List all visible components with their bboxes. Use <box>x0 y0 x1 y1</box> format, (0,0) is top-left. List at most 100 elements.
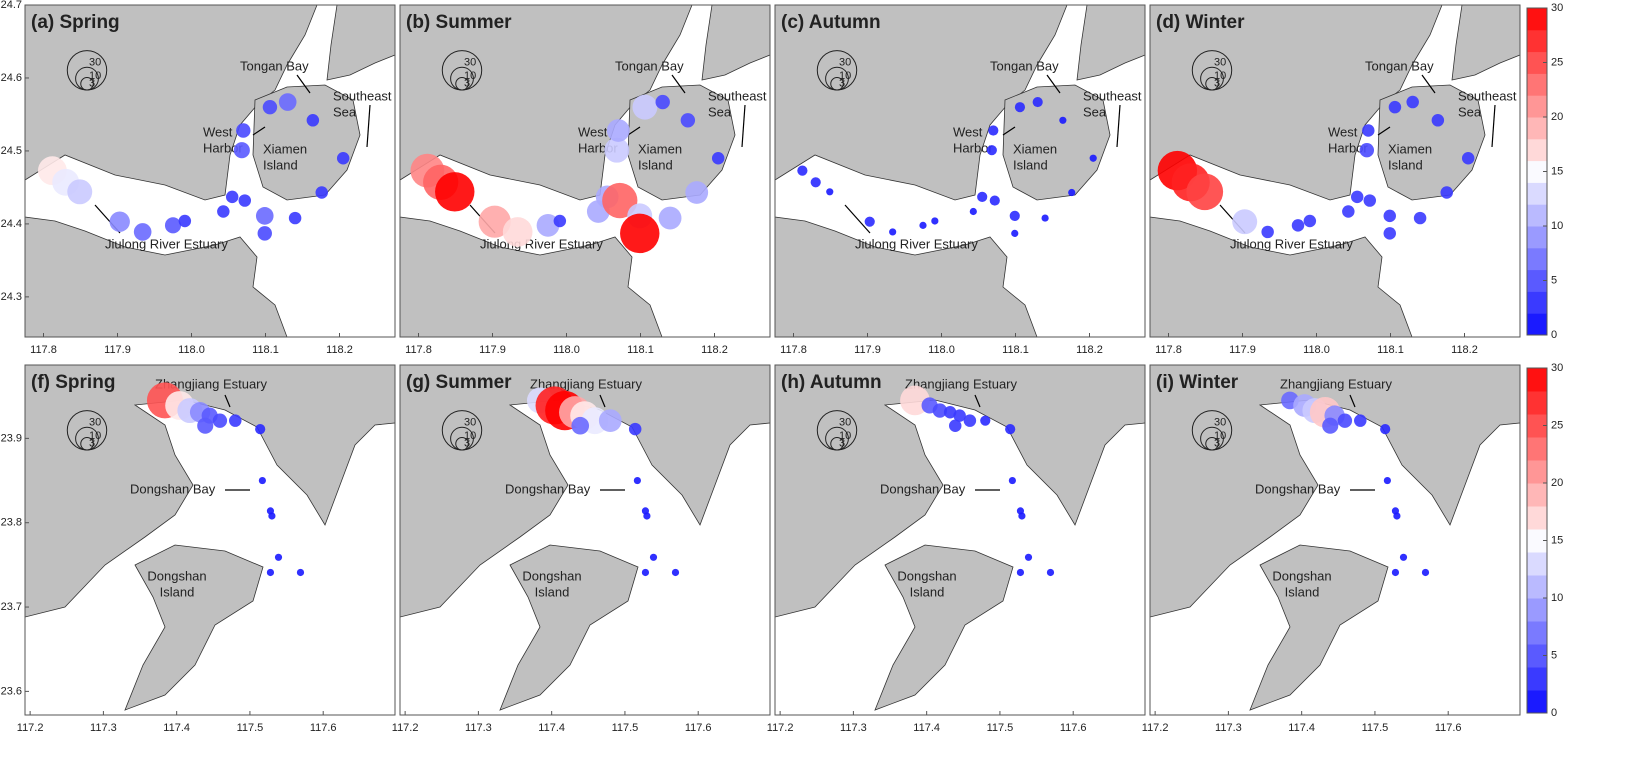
size-legend-label: 30 <box>89 56 101 68</box>
station <box>604 137 630 163</box>
place-label: West <box>953 124 983 139</box>
y-tick-label: 24.5 <box>1 145 22 157</box>
label-arrow <box>844 204 871 234</box>
x-tick-label: 117.9 <box>1229 344 1256 356</box>
x-tick-label: 118.0 <box>553 344 580 356</box>
station <box>606 119 630 142</box>
station <box>1059 116 1067 124</box>
map-panel: (f) Spring 310 30 Zhangjiang Estuary Dongsha… <box>24 364 396 716</box>
label-arrow <box>671 74 686 94</box>
y-tick-label: 23.6 <box>1 685 22 697</box>
size-legend-label: 10 <box>839 430 851 442</box>
x-tick-label: 117.2 <box>1142 722 1169 734</box>
place-label: West <box>1328 124 1358 139</box>
station <box>478 205 511 238</box>
station <box>1032 96 1043 108</box>
y-tick-label: 24.6 <box>1 72 22 84</box>
panel-title: (g) Summer <box>406 372 512 393</box>
label-arrow <box>252 126 266 136</box>
station <box>1461 151 1475 165</box>
station <box>864 216 875 227</box>
size-legend-circle <box>441 410 483 451</box>
x-tick-label: 117.2 <box>392 722 419 734</box>
station <box>1089 154 1097 162</box>
island <box>499 544 639 711</box>
y-tick-label: 24.7 <box>1 0 22 11</box>
place-label: Sea <box>708 104 732 119</box>
place-label: Jiulong River Estuary <box>105 236 228 251</box>
station <box>266 568 275 577</box>
place-label: Dongshan Bay <box>505 481 591 496</box>
x-tick-label: 118.0 <box>928 344 955 356</box>
station <box>943 405 957 419</box>
station <box>1383 227 1396 240</box>
station <box>949 419 962 432</box>
station <box>1041 214 1049 222</box>
colorbar-tick-label: 5 <box>1551 274 1557 286</box>
station <box>1011 229 1019 237</box>
size-legend-label: 3 <box>89 437 95 449</box>
place-label: Dongshan Bay <box>130 481 216 496</box>
size-legend-label: 30 <box>839 416 851 428</box>
label-arrow <box>224 394 231 408</box>
place-label: Xiamen <box>1388 141 1432 156</box>
station <box>1322 417 1339 434</box>
station <box>255 424 266 435</box>
station <box>571 416 590 435</box>
x-tick-label: 117.9 <box>479 344 506 356</box>
station <box>1354 414 1367 427</box>
island <box>874 544 1014 711</box>
place-label: Tongan Bay <box>990 58 1059 73</box>
place-label: Zhangjiang Estuary <box>155 376 268 391</box>
station <box>288 211 302 225</box>
x-tick-label: 117.3 <box>840 722 867 734</box>
colorbar-tick-label: 15 <box>1551 534 1563 546</box>
place-label: Southeast <box>708 88 767 103</box>
station <box>797 165 808 176</box>
map-panel: (i) Winter 310 30 Zhangjiang Estuary Dongsha… <box>1149 364 1521 716</box>
station <box>236 123 251 138</box>
colorbar-band <box>1527 291 1547 314</box>
colorbar-band <box>1527 368 1547 392</box>
station <box>257 226 272 241</box>
place-label: Xiamen <box>1013 141 1057 156</box>
station <box>977 191 988 202</box>
colorbar-tick-label: 0 <box>1551 329 1557 341</box>
x-tick-label: 117.3 <box>90 722 117 734</box>
station <box>262 99 278 115</box>
y-tick-label: 24.4 <box>1 218 22 230</box>
station <box>889 228 897 236</box>
station <box>1303 214 1317 228</box>
label-arrow <box>1002 126 1016 136</box>
station <box>1421 568 1430 577</box>
place-label: Tongan Bay <box>240 58 309 73</box>
colorbar-band <box>1527 117 1547 140</box>
place-label: Tongan Bay <box>615 58 684 73</box>
colorbar-band <box>1527 182 1547 205</box>
x-tick-label: 117.2 <box>17 722 44 734</box>
station <box>1009 210 1020 221</box>
label-arrow <box>366 104 371 148</box>
station <box>1046 568 1055 577</box>
colorbar-tick-label: 10 <box>1551 592 1563 604</box>
place-label: Harbor <box>1328 140 1368 155</box>
map-panel: (h) Autumn 310 30 Zhangjiang Estuary Dongsha… <box>774 364 1146 716</box>
panel-title: (i) Winter <box>1156 372 1239 393</box>
x-tick-label: 117.6 <box>310 722 337 734</box>
size-legend-label: 10 <box>464 430 476 442</box>
station <box>671 568 680 577</box>
station <box>109 211 130 232</box>
x-tick-label: 117.6 <box>1435 722 1462 734</box>
colorbar-band <box>1527 644 1547 668</box>
colorbar-band <box>1527 29 1547 53</box>
colorbar-tick-label: 0 <box>1551 707 1557 719</box>
colorbar-tick-label: 5 <box>1551 649 1557 661</box>
place-label: Harbor <box>203 140 243 155</box>
size-legend-label: 30 <box>464 56 476 68</box>
x-tick-label: 117.3 <box>465 722 492 734</box>
size-legend-label: 10 <box>89 70 101 82</box>
station <box>1363 194 1377 207</box>
